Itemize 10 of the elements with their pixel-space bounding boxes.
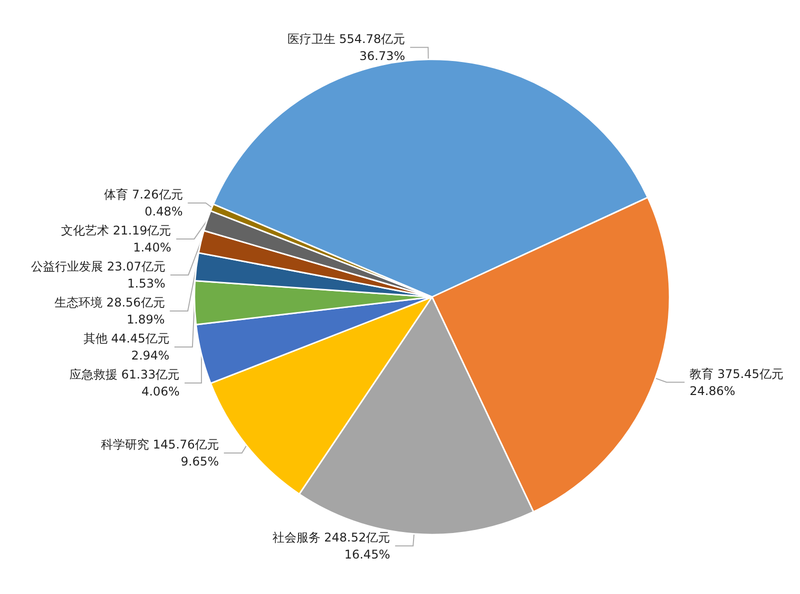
slice-label: 公益行业发展 23.07亿元 1.53% xyxy=(31,259,166,290)
slice-label: 社会服务 248.52亿元 16.45% xyxy=(272,530,390,562)
slice-label: 文化艺术 21.19亿元 1.40% xyxy=(61,223,172,254)
slice-label: 教育 375.45亿元 24.86% xyxy=(690,366,784,398)
slice-label: 科学研究 145.76亿元 9.65% xyxy=(101,437,219,468)
slice-label: 应急救援 61.33亿元 4.06% xyxy=(69,367,180,398)
slice-label: 其他 44.45亿元 2.94% xyxy=(83,331,170,362)
slice-label: 体育 7.26亿元 0.48% xyxy=(104,187,183,218)
slice-label: 医疗卫生 554.78亿元 36.73% xyxy=(287,32,406,63)
slice-label: 生态环境 28.56亿元 1.89% xyxy=(54,295,165,326)
